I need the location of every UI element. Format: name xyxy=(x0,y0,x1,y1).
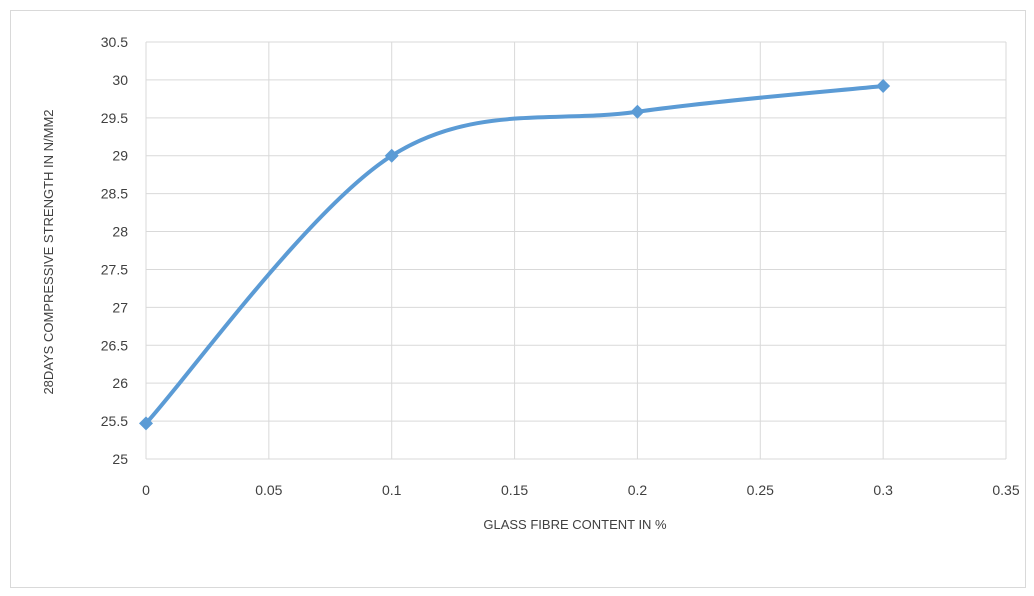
data-point xyxy=(876,78,891,93)
x-tick-label: 0.2 xyxy=(628,482,648,498)
y-tick-label: 27 xyxy=(112,299,128,315)
x-tick-label: 0 xyxy=(142,482,150,498)
y-tick-label: 26 xyxy=(112,375,128,391)
x-axis-label: GLASS FIBRE CONTENT IN % xyxy=(483,517,667,532)
y-tick-label: 28.5 xyxy=(101,186,128,202)
data-point xyxy=(384,148,399,163)
y-tick-label: 25.5 xyxy=(101,413,128,429)
y-tick-label: 25 xyxy=(112,451,128,467)
y-tick-label: 30 xyxy=(112,72,128,88)
x-tick-label: 0.35 xyxy=(992,482,1019,498)
y-tick-label: 30.5 xyxy=(101,34,128,50)
y-axis-label: 28DAYS COMPRESSIVE STRENGTH IN N/MM2 xyxy=(41,109,56,394)
y-tick-label: 27.5 xyxy=(101,261,128,277)
y-tick-label: 26.5 xyxy=(101,337,128,353)
x-tick-label: 0.15 xyxy=(501,482,528,498)
y-axis-ticks: 25 25.5 26 26.5 27 27.5 28 28.5 29 29.5 30 30.5 xyxy=(101,34,128,467)
series-line xyxy=(144,83,886,426)
x-tick-label: 0.3 xyxy=(873,482,893,498)
data-point xyxy=(630,104,645,119)
x-tick-label: 0.05 xyxy=(255,482,282,498)
y-tick-label: 29 xyxy=(112,148,128,164)
data-point xyxy=(139,416,153,431)
chart-frame xyxy=(10,10,1026,588)
x-tick-label: 0.25 xyxy=(747,482,774,498)
x-axis-ticks: 0 0.05 0.1 0.15 0.2 0.25 0.3 0.35 xyxy=(142,482,1020,498)
x-tick-label: 0.1 xyxy=(382,482,402,498)
gridlines xyxy=(145,41,1007,460)
y-tick-label: 29.5 xyxy=(101,110,128,126)
y-tick-label: 28 xyxy=(112,224,128,240)
series-group xyxy=(139,78,891,431)
